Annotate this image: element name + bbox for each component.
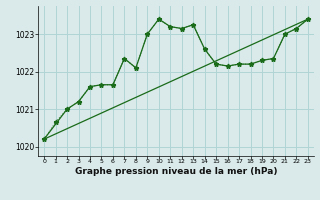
X-axis label: Graphe pression niveau de la mer (hPa): Graphe pression niveau de la mer (hPa) (75, 167, 277, 176)
